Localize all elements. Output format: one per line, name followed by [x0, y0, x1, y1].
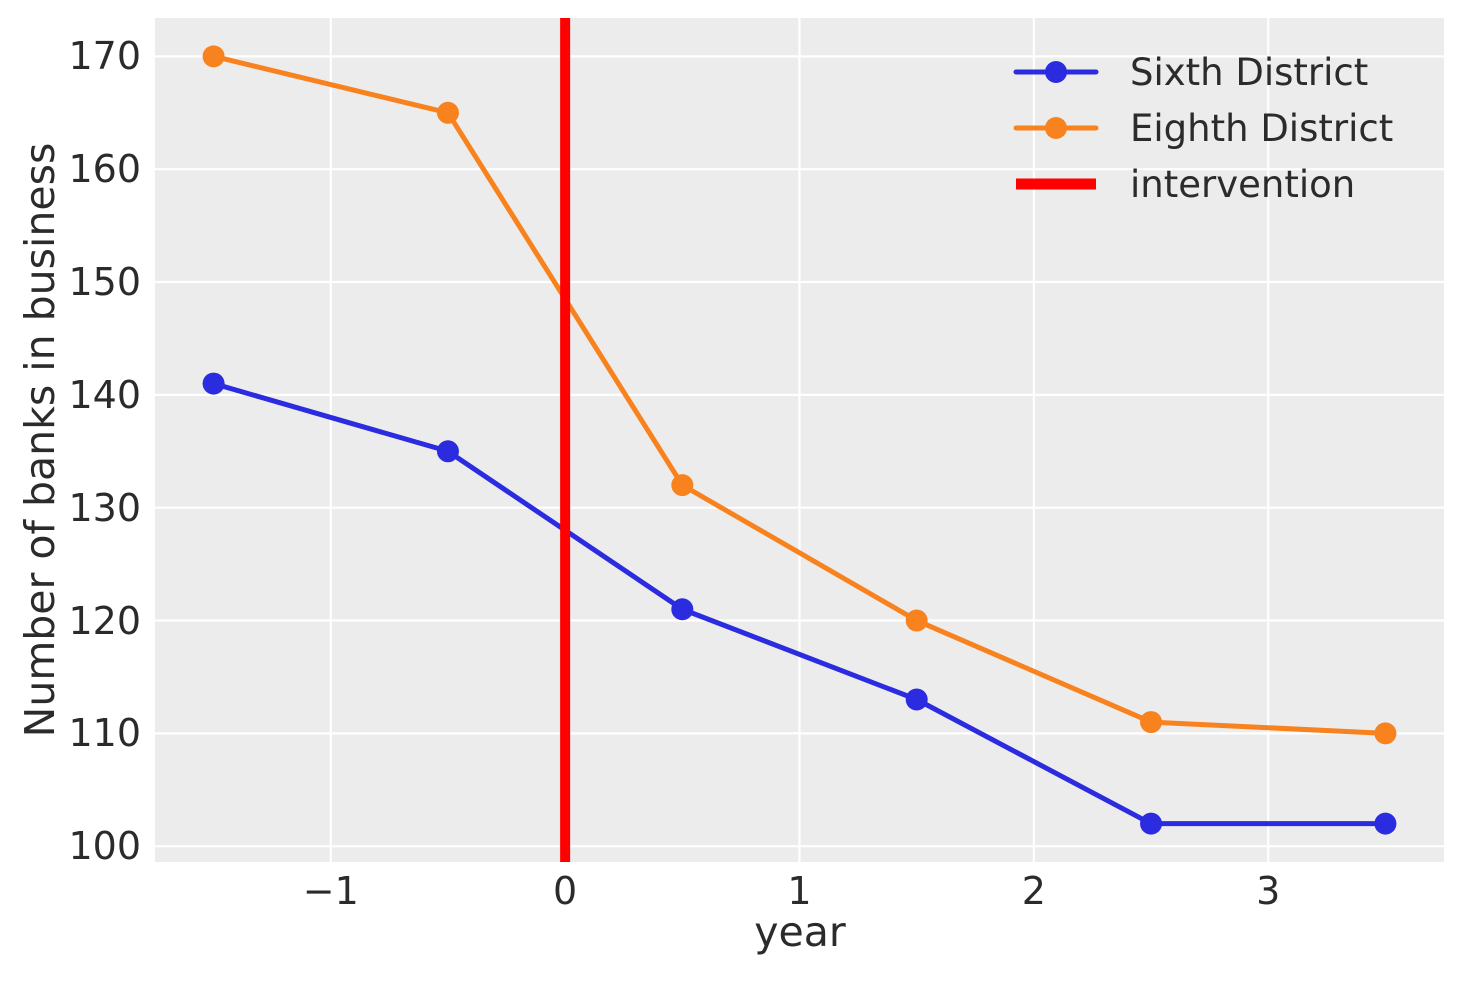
- plot-area: [155, 18, 1444, 862]
- y-tick-label: 110: [68, 711, 141, 756]
- y-tick-label: 120: [68, 598, 141, 643]
- x-tick-label: 1: [787, 869, 812, 913]
- legend-line-marker-eighth-district-icon: [1013, 117, 1099, 139]
- legend-label-sixth-district: Sixth District: [1130, 50, 1369, 94]
- x-axis-label: year: [754, 908, 846, 956]
- y-tick-label: 150: [68, 260, 141, 305]
- line-sixth-district: [211, 381, 1388, 827]
- chart-canvas: [155, 18, 1444, 862]
- line-eighth-district: [211, 53, 1388, 736]
- data-point-eighth-district: [905, 609, 928, 632]
- x-tick-label: 2: [1021, 869, 1046, 913]
- data-point-eighth-district: [202, 45, 225, 68]
- data-point-sixth-district: [436, 440, 459, 463]
- legend: Sixth District Eighth District intervent…: [1010, 44, 1393, 212]
- y-tick-label: 170: [68, 34, 141, 79]
- data-point-eighth-district: [1140, 711, 1163, 734]
- data-point-sixth-district: [202, 372, 225, 395]
- data-point-sixth-district: [671, 598, 694, 621]
- legend-label-intervention: intervention: [1130, 162, 1356, 206]
- legend-item-sixth-district: Sixth District: [1010, 44, 1393, 100]
- y-tick-label: 160: [68, 147, 141, 192]
- legend-line-marker-sixth-district-icon: [1013, 61, 1099, 83]
- data-point-eighth-district: [436, 101, 459, 124]
- legend-item-intervention: intervention: [1010, 156, 1393, 212]
- data-point-eighth-district: [671, 474, 694, 497]
- data-point-sixth-district: [905, 688, 928, 711]
- y-tick-label: 140: [68, 372, 141, 417]
- x-tick-label: 0: [553, 869, 578, 913]
- y-axis-label: Number of banks in business: [16, 142, 64, 738]
- legend-label-eighth-district: Eighth District: [1130, 106, 1394, 150]
- data-point-eighth-district: [1374, 722, 1397, 745]
- x-tick-label: −1: [302, 869, 359, 913]
- data-point-sixth-district: [1374, 812, 1397, 835]
- y-tick-label: 100: [68, 824, 141, 869]
- legend-line-intervention-icon: [1016, 178, 1096, 190]
- y-tick-label: 130: [68, 485, 141, 530]
- x-tick-label: 3: [1256, 869, 1281, 913]
- data-point-sixth-district: [1140, 812, 1163, 835]
- legend-item-eighth-district: Eighth District: [1010, 100, 1393, 156]
